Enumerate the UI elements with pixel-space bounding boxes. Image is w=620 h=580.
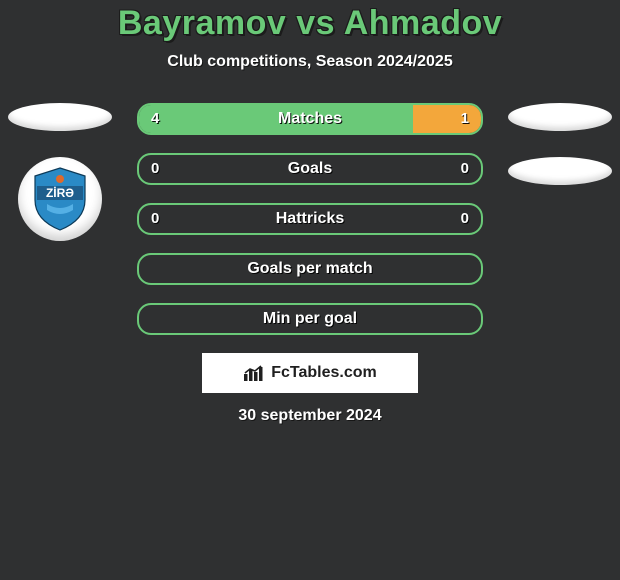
watermark-text: FcTables.com [271,364,377,382]
stat-bar-right-value: 0 [461,155,469,183]
stat-bar: Matches4 1 [137,103,483,135]
stat-bar-left-value: 0 [151,205,159,233]
stat-bar-right-value: 1 [461,105,469,133]
left-player-club-badge: ZİRƏ [18,157,102,241]
stat-bar-label: Hattricks [139,205,481,233]
stat-bar-label: Min per goal [139,305,481,333]
stat-bar: Goals per match [137,253,483,285]
comparison-card: Bayramov vs Ahmadov Club competitions, S… [0,0,620,580]
stat-bar-label: Matches [139,105,481,133]
stat-bar: Hattricks0 0 [137,203,483,235]
club-name-text: ZİRƏ [46,185,74,200]
comparison-bars: Matches41Goals00Hattricks00Goals per mat… [137,103,483,335]
page-title: Bayramov vs Ahmadov [0,0,620,43]
stat-bar-right-value: 0 [461,205,469,233]
right-player-club-placeholder [508,157,612,185]
right-player-avatar-placeholder [508,103,612,131]
stat-bar-label: Goals [139,155,481,183]
watermark-badge: FcTables.com [202,353,418,393]
stat-bar-left-value: 4 [151,105,159,133]
page-subtitle: Club competitions, Season 2024/2025 [0,53,620,71]
stat-bar-left-value: 0 [151,155,159,183]
left-player-column: ZİRƏ [8,103,112,241]
left-player-avatar-placeholder [8,103,112,131]
stat-bar: Min per goal [137,303,483,335]
right-player-column [508,103,612,211]
generation-date: 30 september 2024 [0,407,620,425]
content-area: ZİRƏ Matches41Goals00Hattricks00Goals pe… [0,103,620,425]
stat-bar-label: Goals per match [139,255,481,283]
bars-icon [243,364,265,382]
shield-icon: ZİRƏ [31,166,89,232]
stat-bar: Goals0 0 [137,153,483,185]
